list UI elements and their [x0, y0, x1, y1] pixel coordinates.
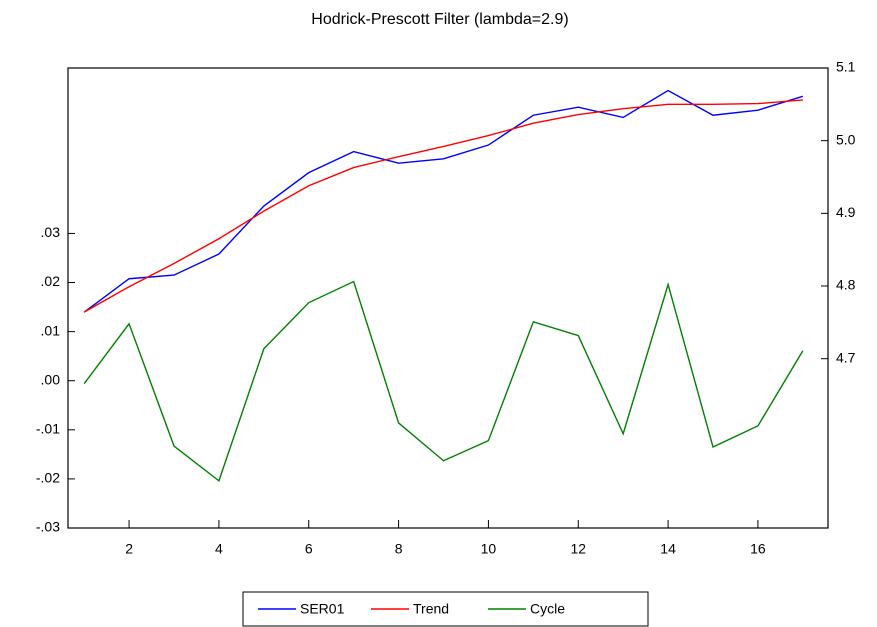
x-tick-label: 14: [660, 541, 676, 557]
x-tick-label: 8: [395, 541, 403, 557]
y-tick-label: -.02: [36, 470, 60, 486]
x-tick-label: 12: [570, 541, 586, 557]
y2-tick-label: 4.8: [836, 277, 856, 293]
y-tick-label: -.01: [36, 421, 60, 437]
y-tick-label: .03: [41, 224, 61, 240]
y2-tick-label: 5.1: [836, 59, 856, 75]
plot-frame: [67, 67, 829, 529]
series-line: [83, 99, 803, 313]
legend-label: Cycle: [530, 601, 565, 617]
x-tick-label: 4: [215, 541, 223, 557]
legend-box: [242, 591, 649, 627]
series-line: [83, 280, 804, 483]
x-tick-label: 10: [481, 541, 497, 557]
y2-tick-label: 4.7: [836, 349, 856, 365]
y-tick-label: .00: [41, 371, 61, 387]
series-line: [83, 89, 804, 313]
y2-tick-label: 5.0: [836, 131, 856, 147]
y-tick-label: -.03: [36, 519, 60, 535]
y-tick-label: .02: [41, 273, 61, 289]
legend-label: SER01: [300, 601, 345, 617]
y-tick-label: .01: [41, 322, 61, 338]
x-tick-label: 2: [125, 541, 133, 557]
legend-label: Trend: [413, 601, 449, 617]
x-tick-label: 16: [750, 541, 766, 557]
chart-title: Hodrick-Prescott Filter (lambda=2.9): [311, 11, 568, 28]
x-tick-label: 6: [305, 541, 313, 557]
y2-tick-label: 4.9: [836, 204, 856, 220]
